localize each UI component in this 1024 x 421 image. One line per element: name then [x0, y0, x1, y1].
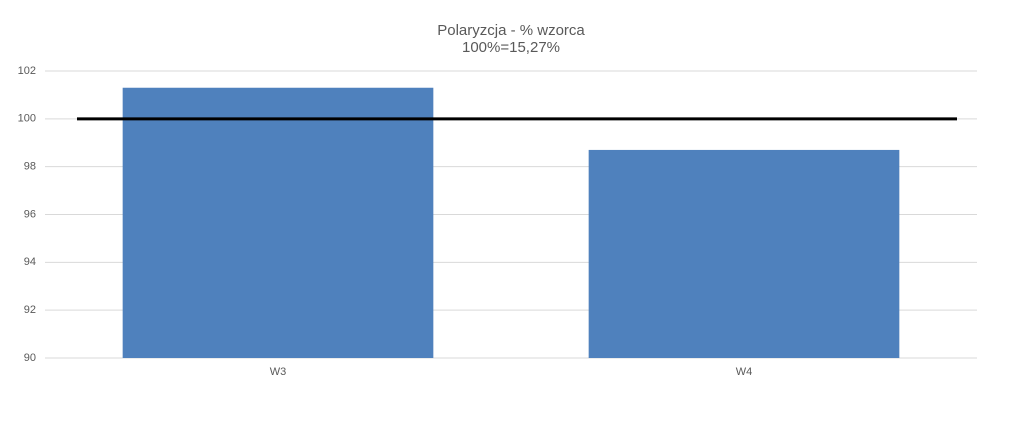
chart-subtitle: 100%=15,27% — [462, 39, 560, 56]
y-tick-label: 98 — [24, 161, 36, 173]
bar — [588, 149, 900, 358]
y-tick-label: 102 — [18, 65, 36, 77]
bar — [122, 87, 434, 358]
y-tick-label: 92 — [24, 304, 36, 316]
y-tick-label: 90 — [24, 352, 36, 364]
y-tick-label: 96 — [24, 208, 36, 220]
x-tick-label: W4 — [736, 366, 753, 378]
chart-title: Polaryzcja - % wzorca — [437, 22, 585, 39]
x-tick-label: W3 — [270, 366, 287, 378]
y-tick-label: 94 — [24, 256, 36, 268]
y-tick-label: 100 — [18, 113, 36, 125]
